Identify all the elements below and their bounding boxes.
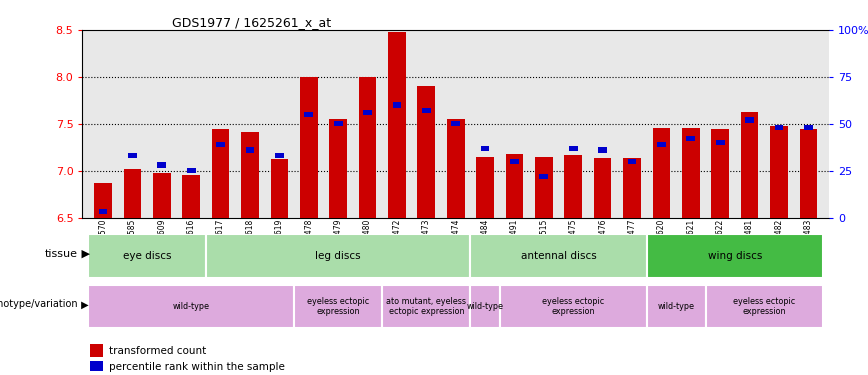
Bar [241, 132, 259, 218]
Text: tissue: tissue [45, 249, 78, 259]
Bar [363, 110, 372, 115]
Bar [300, 77, 318, 218]
Bar [388, 32, 405, 217]
Text: wing discs: wing discs [707, 251, 762, 261]
Bar [212, 129, 229, 218]
Text: eyeless ectopic
expression: eyeless ectopic expression [733, 297, 795, 316]
Bar [770, 126, 788, 218]
Text: percentile rank within the sample: percentile rank within the sample [109, 363, 286, 372]
Bar [712, 129, 729, 218]
Bar [653, 128, 670, 218]
Bar [275, 153, 284, 158]
Bar [206, 234, 470, 278]
Bar [500, 285, 647, 328]
Bar [294, 285, 382, 328]
Bar [89, 234, 206, 278]
Bar [539, 174, 549, 179]
Bar [329, 119, 347, 218]
Bar [418, 86, 435, 218]
Bar [623, 158, 641, 218]
Bar [510, 159, 519, 164]
Text: antennal discs: antennal discs [521, 251, 596, 261]
Bar [157, 162, 166, 168]
Bar [506, 154, 523, 218]
Bar [305, 112, 313, 117]
Bar [481, 146, 490, 151]
Text: wild-type: wild-type [467, 302, 503, 311]
Bar [358, 77, 377, 218]
Bar [535, 157, 553, 218]
Bar [647, 285, 706, 328]
Bar [477, 157, 494, 218]
Bar [246, 147, 254, 153]
Bar [799, 129, 817, 218]
Bar [271, 159, 288, 218]
Bar [187, 168, 195, 173]
Bar [216, 142, 225, 147]
Text: eyeless ectopic
expression: eyeless ectopic expression [542, 297, 604, 316]
Bar [628, 159, 636, 164]
Bar [657, 142, 666, 147]
Bar [333, 121, 343, 126]
Text: GDS1977 / 1625261_x_at: GDS1977 / 1625261_x_at [172, 16, 332, 29]
Bar [687, 136, 695, 141]
Text: eye discs: eye discs [123, 251, 171, 261]
Bar [569, 146, 578, 151]
Bar [89, 285, 294, 328]
Bar [123, 169, 141, 217]
Bar [90, 361, 103, 374]
Bar [182, 176, 200, 217]
Bar [594, 158, 611, 218]
Bar [564, 154, 582, 218]
Bar [647, 234, 823, 278]
Bar [95, 183, 112, 218]
Text: eyeless ectopic
expression: eyeless ectopic expression [307, 297, 369, 316]
Bar [598, 147, 607, 153]
Bar [90, 344, 103, 357]
Bar [470, 234, 647, 278]
Bar [740, 112, 759, 218]
Bar [774, 125, 784, 130]
Bar [99, 209, 108, 214]
Text: genotype/variation: genotype/variation [0, 299, 78, 309]
Text: ato mutant, eyeless
ectopic expression: ato mutant, eyeless ectopic expression [386, 297, 466, 316]
Text: ▶: ▶ [78, 249, 90, 259]
Bar [804, 125, 812, 130]
Bar [447, 119, 464, 218]
Text: leg discs: leg discs [315, 251, 361, 261]
Bar [422, 108, 431, 113]
Text: wild-type: wild-type [173, 302, 210, 311]
Bar [746, 117, 754, 123]
Bar [392, 102, 401, 108]
Bar [470, 285, 500, 328]
Bar [682, 128, 700, 217]
Bar [716, 140, 725, 145]
Bar [153, 174, 171, 217]
Bar [128, 153, 137, 158]
Bar [706, 285, 823, 328]
Bar [451, 121, 460, 126]
Text: transformed count: transformed count [109, 346, 207, 355]
Text: wild-type: wild-type [658, 302, 694, 311]
Text: ▶: ▶ [78, 299, 89, 309]
Bar [382, 285, 470, 328]
